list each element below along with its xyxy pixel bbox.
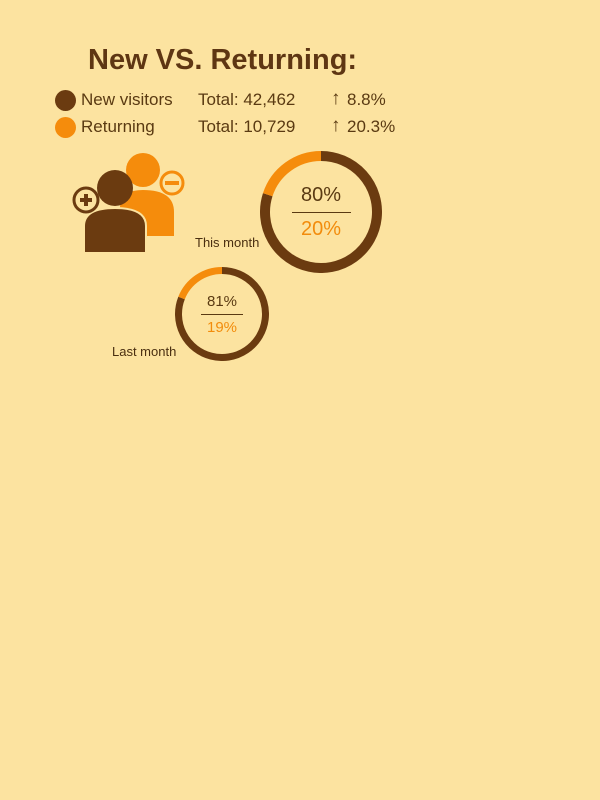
legend-label: Returning bbox=[81, 117, 155, 136]
donut-last-month bbox=[175, 267, 269, 361]
new-visitors-dot bbox=[55, 90, 76, 111]
donut-this-month bbox=[260, 151, 382, 273]
donut-segment-new-visitors bbox=[175, 267, 269, 361]
legend-total: Total: 10,729 bbox=[198, 117, 296, 136]
up-arrow-icon: ↑ bbox=[331, 88, 341, 109]
donut-segment-new-visitors bbox=[260, 151, 382, 273]
legend-change: 8.8% bbox=[347, 90, 386, 109]
donut-last-month-divider bbox=[201, 314, 243, 315]
donut-last-month-new-pct: 81% bbox=[206, 293, 238, 310]
donut-this-month-divider bbox=[292, 212, 351, 213]
users-add-remove-icon bbox=[72, 153, 185, 254]
legend-label: New visitors bbox=[81, 90, 173, 109]
donut-this-month-returning-pct: 20% bbox=[300, 218, 342, 240]
donut-segment-returning bbox=[178, 267, 223, 300]
legend-change: 20.3% bbox=[347, 117, 396, 136]
donut-last-month-label: Last month bbox=[112, 344, 177, 359]
up-arrow-icon: ↑ bbox=[331, 115, 341, 136]
donut-this-month-label: This month bbox=[195, 235, 260, 250]
page-title: New VS. Returning: bbox=[88, 44, 358, 76]
legend-total: Total: 42,462 bbox=[198, 90, 296, 109]
returning-dot bbox=[55, 117, 76, 138]
donut-this-month-new-pct: 80% bbox=[300, 184, 342, 206]
donut-last-month-returning-pct: 19% bbox=[206, 319, 238, 336]
donut-segment-returning bbox=[262, 151, 322, 197]
